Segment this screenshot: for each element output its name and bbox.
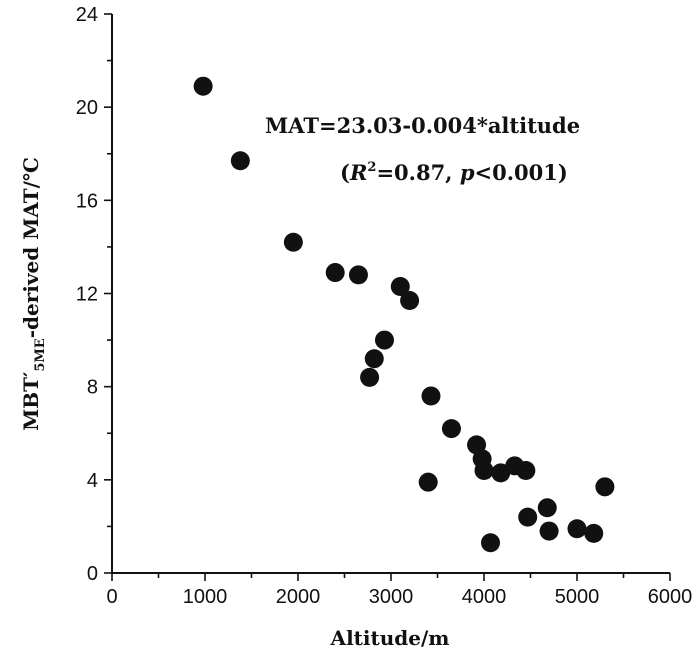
- data-point: [325, 263, 345, 283]
- y-tick-label: 8: [87, 377, 98, 399]
- y-tick-label: 12: [76, 284, 98, 306]
- y-tick-label: 16: [76, 190, 98, 212]
- data-point: [283, 232, 303, 252]
- data-point: [374, 330, 394, 350]
- data-point: [418, 472, 438, 492]
- p-value: <0.001): [475, 160, 568, 185]
- y-axis-title: MBT′5ME-derived MAT/℃: [19, 157, 48, 431]
- data-point: [400, 290, 420, 310]
- data-points: [193, 76, 615, 553]
- data-point: [474, 461, 494, 481]
- data-point: [421, 386, 441, 406]
- data-point: [567, 519, 587, 539]
- x-tick-label: 4000: [462, 586, 507, 608]
- p-symbol: p: [460, 160, 475, 185]
- data-point: [518, 507, 538, 527]
- ticks: 0 1000 2000 3000 4000 5000 6000 0 4 8 12 16 20 24: [76, 4, 693, 608]
- y-axis-title-sub: 5ME: [33, 338, 48, 371]
- r-superscript: 2: [367, 160, 376, 175]
- data-point: [539, 521, 559, 541]
- data-point: [537, 498, 557, 518]
- y-tick-label: 4: [87, 470, 98, 492]
- data-point: [360, 367, 380, 387]
- data-point: [364, 349, 384, 369]
- x-tick-label: 1000: [183, 586, 228, 608]
- x-axis-title: Altitude/m: [330, 626, 450, 650]
- data-point: [584, 523, 604, 543]
- x-tick-label: 5000: [555, 586, 600, 608]
- data-point: [595, 477, 615, 497]
- x-tick-label: 6000: [648, 586, 693, 608]
- regression-equation: MAT=23.03-0.004*altitude: [265, 113, 580, 138]
- data-point: [481, 533, 501, 553]
- y-tick-label: 20: [76, 97, 98, 119]
- regression-stats: (R2=0.87, p<0.001): [340, 160, 568, 185]
- r-value: =0.87,: [376, 160, 459, 185]
- data-point: [348, 265, 368, 285]
- data-point: [193, 76, 213, 96]
- r-symbol: R: [349, 160, 367, 185]
- x-tick-label: 0: [106, 586, 117, 608]
- data-point: [390, 277, 410, 297]
- y-axis-title-main: MBT′: [19, 372, 43, 431]
- x-tick-label: 2000: [276, 586, 321, 608]
- stats-open-paren: (: [340, 160, 350, 185]
- y-axis-title-rest: -derived MAT/℃: [19, 157, 43, 338]
- y-tick-label: 0: [87, 563, 98, 585]
- x-tick-label: 3000: [369, 586, 414, 608]
- data-point: [516, 461, 536, 481]
- data-point: [230, 151, 250, 171]
- y-tick-label: 24: [76, 4, 98, 26]
- data-point: [441, 419, 461, 439]
- axes: [111, 14, 670, 574]
